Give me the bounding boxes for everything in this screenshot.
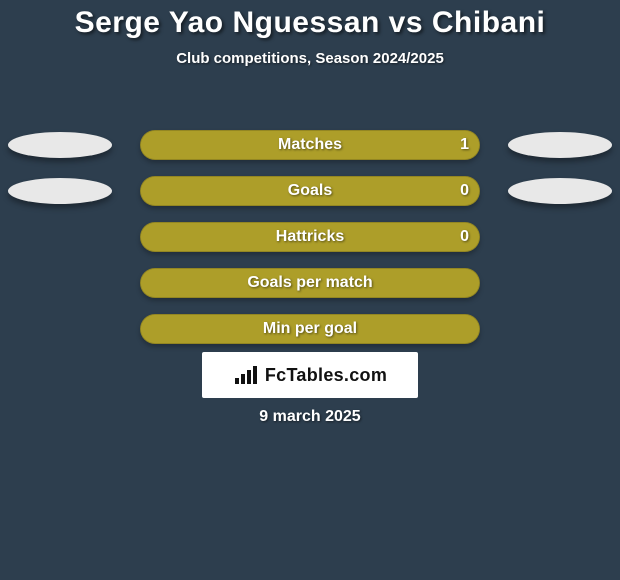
stat-value-right: 1 xyxy=(460,136,469,154)
player-left-marker xyxy=(8,178,112,204)
page-title: Serge Yao Nguessan vs Chibani xyxy=(0,0,620,40)
stat-rows: Matches 1 Goals 0 Hattricks 0 Goals per match M… xyxy=(0,122,620,352)
stat-bar: Matches 1 xyxy=(140,130,480,160)
comparison-canvas: Serge Yao Nguessan vs Chibani Club compe… xyxy=(0,0,620,580)
season-subtitle: Club competitions, Season 2024/2025 xyxy=(0,50,620,67)
stat-bar: Goals 0 xyxy=(140,176,480,206)
brand-logo: FcTables.com xyxy=(202,352,418,398)
brand-logo-text: FcTables.com xyxy=(265,365,387,386)
footer-date: 9 march 2025 xyxy=(259,408,360,426)
stat-row: Hattricks 0 xyxy=(0,214,620,260)
stat-bar: Hattricks 0 xyxy=(140,222,480,252)
bars-icon xyxy=(233,364,259,386)
player-left-marker xyxy=(8,132,112,158)
stat-bar: Min per goal xyxy=(140,314,480,344)
stat-row: Matches 1 xyxy=(0,122,620,168)
stat-row: Goals 0 xyxy=(0,168,620,214)
stat-value-right: 0 xyxy=(460,228,469,246)
player-right-marker xyxy=(508,178,612,204)
stat-label: Hattricks xyxy=(276,228,344,246)
stat-bar: Goals per match xyxy=(140,268,480,298)
stat-value-right: 0 xyxy=(460,182,469,200)
player-right-marker xyxy=(508,132,612,158)
stat-row: Goals per match xyxy=(0,260,620,306)
stat-row: Min per goal xyxy=(0,306,620,352)
stat-label: Goals xyxy=(288,182,332,200)
stat-label: Goals per match xyxy=(247,274,372,292)
stat-label: Min per goal xyxy=(263,320,357,338)
stat-label: Matches xyxy=(278,136,342,154)
